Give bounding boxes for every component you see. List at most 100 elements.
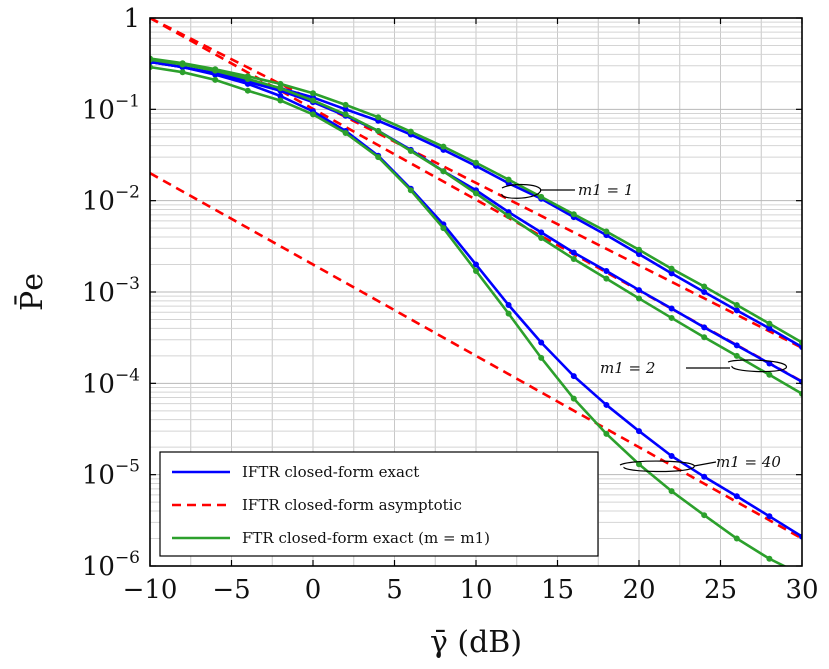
data-point	[570, 255, 577, 262]
data-point	[440, 143, 447, 150]
data-point	[603, 401, 610, 408]
data-point	[342, 106, 349, 113]
data-point	[766, 325, 773, 332]
data-point	[179, 61, 186, 68]
data-point	[668, 265, 675, 272]
data-point	[766, 320, 773, 327]
data-point	[244, 75, 251, 82]
data-point	[766, 513, 773, 520]
x-tick-label: 10	[459, 575, 492, 605]
data-point	[277, 85, 284, 92]
data-point	[310, 90, 316, 97]
y-tick-label: 10−3	[82, 274, 140, 308]
data-point	[342, 130, 349, 137]
x-tick-label: 30	[785, 575, 818, 605]
data-point	[701, 473, 708, 480]
data-point	[570, 211, 577, 218]
data-point	[668, 270, 675, 277]
x-tick-label: −5	[212, 575, 250, 605]
data-point	[701, 324, 708, 331]
series-line	[150, 172, 802, 540]
data-point	[244, 87, 251, 94]
x-tick-label: 0	[305, 575, 322, 605]
data-point	[668, 314, 675, 321]
data-point	[766, 371, 773, 378]
data-point	[505, 310, 512, 317]
annotation-label: m1 = 2	[600, 359, 655, 377]
x-ticks: −10 −5 0 5 10 15 20 25 30	[123, 18, 819, 605]
data-point	[733, 342, 740, 349]
data-point	[668, 305, 675, 312]
data-point	[375, 154, 382, 161]
data-point	[440, 225, 447, 232]
legend-box	[159, 451, 599, 557]
data-point	[473, 267, 479, 274]
legend: IFTR closed-form exact IFTR closed-form a…	[159, 451, 599, 557]
annotation-brace	[727, 359, 787, 373]
data-point	[407, 147, 414, 154]
data-point	[310, 97, 316, 104]
y-tick-label: 10−2	[82, 183, 140, 217]
data-point	[603, 228, 610, 235]
data-point	[636, 251, 642, 258]
y-tick-label: 10−4	[82, 365, 140, 399]
data-point	[636, 246, 642, 253]
data-point	[636, 287, 642, 294]
data-point	[538, 339, 545, 346]
data-point	[538, 354, 545, 361]
data-point	[407, 187, 414, 194]
data-point	[668, 488, 675, 495]
data-point	[538, 235, 545, 242]
data-point	[473, 261, 479, 268]
data-point	[636, 428, 642, 435]
data-point	[603, 275, 610, 282]
x-tick-label: 20	[622, 575, 655, 605]
x-tick-label: 5	[386, 575, 403, 605]
y-ticks: 1 10−1 10−2 10−3 10−4 10−5 10−6	[82, 4, 802, 582]
data-point	[733, 352, 740, 359]
data-point	[766, 360, 773, 367]
annotation-label: m1 = 40	[716, 453, 781, 471]
data-point	[733, 493, 740, 500]
data-point	[636, 295, 642, 302]
data-point	[538, 229, 545, 236]
data-point	[505, 176, 512, 183]
data-point	[277, 97, 284, 104]
data-point	[310, 111, 316, 118]
data-point	[570, 373, 577, 380]
data-point	[668, 453, 675, 460]
data-point	[505, 302, 512, 309]
data-point	[277, 80, 284, 87]
data-point	[375, 127, 382, 134]
data-point	[342, 101, 349, 108]
data-point	[244, 80, 251, 87]
y-tick-label: 10−5	[82, 457, 140, 491]
data-point	[440, 168, 447, 175]
x-tick-label: −10	[123, 575, 178, 605]
data-point	[570, 249, 577, 256]
data-point	[701, 512, 708, 519]
data-point	[342, 111, 349, 118]
series-line	[150, 18, 802, 349]
data-point	[733, 307, 740, 314]
annotation-layer: m1 = 1 m1 = 2 m1 = 40	[501, 181, 787, 473]
data-point	[212, 67, 219, 74]
data-point	[603, 430, 610, 437]
data-point	[636, 461, 642, 468]
y-tick-label: 10−6	[82, 548, 140, 582]
y-axis-label: P̄e	[14, 273, 50, 311]
data-point	[212, 76, 219, 83]
data-point	[407, 128, 414, 135]
data-point	[505, 212, 512, 219]
data-point	[179, 69, 186, 76]
legend-label: IFTR closed-form exact	[242, 463, 419, 481]
legend-label: FTR closed-form exact (m = m1)	[242, 529, 490, 547]
data-point	[277, 92, 284, 99]
data-point	[701, 289, 708, 295]
x-axis-label: γ̄ (dB)	[430, 625, 522, 660]
series-layer	[150, 18, 802, 566]
data-point	[701, 334, 708, 341]
data-point	[733, 302, 740, 309]
data-point	[733, 535, 740, 542]
